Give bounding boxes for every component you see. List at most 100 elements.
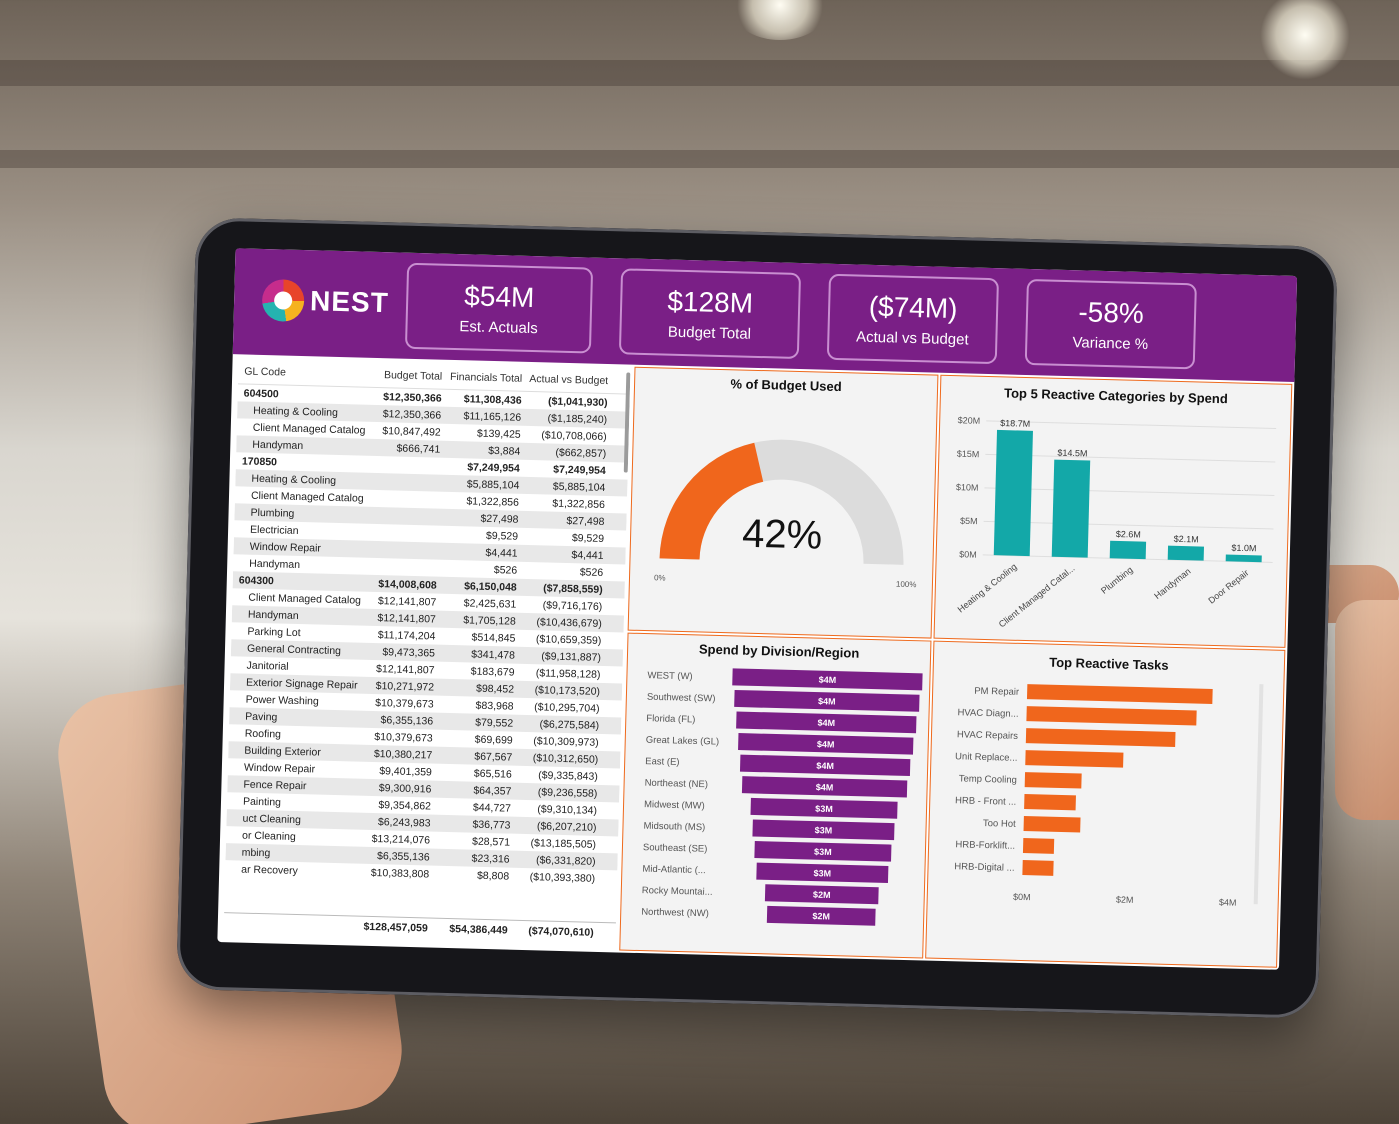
column-header-gl-code[interactable]: GL Code (244, 364, 287, 379)
financials-cell: $7,249,954 (467, 460, 520, 475)
region-data-label: $4M (816, 782, 834, 792)
actual-vs-budget-cell: $5,885,104 (552, 480, 606, 494)
x-tick-label: $0M (1013, 892, 1031, 902)
kpi-est-actuals[interactable]: $54M Est. Actuals (404, 262, 594, 354)
logo-text: NEST (309, 285, 390, 319)
financials-cell: $139,425 (476, 427, 521, 441)
region-label: Southeast (SE) (643, 842, 708, 855)
task-bar[interactable] (1024, 772, 1082, 789)
category-bar[interactable] (993, 429, 1033, 557)
task-bar[interactable] (1022, 860, 1054, 876)
kpi-value: $54M (463, 280, 535, 314)
financials-cell: $28,571 (471, 835, 511, 849)
region-bar[interactable] (734, 689, 920, 712)
region-label: Florida (FL) (646, 713, 695, 725)
gl-code-cell: Heating & Cooling (253, 404, 339, 419)
actual-vs-budget-cell: $7,249,954 (553, 463, 606, 477)
region-bar[interactable] (739, 754, 911, 777)
region-bar[interactable] (741, 776, 908, 798)
region-data-label: $3M (815, 804, 833, 814)
category-bar[interactable] (1051, 459, 1091, 558)
top-tasks-panel[interactable]: Top Reactive Tasks PM Repair HVAC Diagn..… (925, 640, 1286, 968)
actual-vs-budget-cell: ($10,295,704) (534, 700, 600, 715)
task-label: PM Repair (974, 686, 1019, 698)
budget-used-gauge-panel[interactable]: % of Budget Used 42% 0% 100% (627, 366, 939, 639)
column-header-budget-total[interactable]: Budget Total (383, 368, 443, 383)
financials-cell: $65,516 (473, 767, 512, 781)
kpi-variance-percent[interactable]: -58% Variance % (1024, 278, 1197, 370)
task-label: Temp Cooling (959, 773, 1017, 786)
actual-vs-budget-cell: ($10,659,359) (535, 632, 602, 647)
region-label: Mid-Atlantic (... (642, 864, 706, 877)
column-header-actual-vs-budget[interactable]: Actual vs Budget (529, 372, 609, 387)
gl-code-cell: Janitorial (246, 659, 289, 673)
task-bar[interactable] (1023, 816, 1081, 833)
bar-data-label: $18.7M (1000, 418, 1030, 429)
budget-cell: $13,214,076 (371, 832, 431, 847)
task-bar[interactable] (1025, 728, 1176, 747)
category-tick-label: Handyman (1152, 566, 1192, 601)
gl-code-cell: Client Managed Catalog (248, 591, 362, 607)
region-bar[interactable] (756, 862, 889, 884)
gl-code-cell: Parking Lot (247, 625, 301, 639)
task-label: Too Hot (983, 818, 1016, 830)
total-budget: $128,457,059 (363, 920, 428, 934)
gl-code-cell: Window Repair (243, 761, 316, 775)
gl-code-table[interactable]: GL Code Budget Total Financials Total Ac… (223, 358, 631, 948)
gauge-chart: 42% 0% 100% (654, 439, 917, 589)
region-bar[interactable] (750, 797, 898, 819)
budget-cell: $6,355,136 (376, 849, 430, 864)
kpi-actual-vs-budget[interactable]: ($74M) Actual vs Budget (826, 273, 999, 365)
region-label: Northeast (NE) (644, 778, 708, 791)
region-bar[interactable] (732, 668, 923, 691)
y-tick-label: $20M (958, 415, 981, 426)
actual-vs-budget-cell: ($6,331,820) (535, 853, 596, 868)
gl-code-cell: Client Managed Catalog (252, 421, 366, 437)
task-bar[interactable] (1026, 706, 1197, 726)
budget-cell: $11,174,204 (377, 628, 436, 643)
category-bar[interactable] (1109, 540, 1147, 560)
actual-vs-budget-cell: ($9,310,134) (537, 802, 598, 817)
financials-cell: $2,425,631 (463, 596, 517, 611)
division-region-panel[interactable]: Spend by Division/Region $4M WEST (W) $4M S… (619, 632, 932, 959)
region-bar[interactable] (752, 819, 895, 841)
budget-cell: $12,350,366 (382, 407, 442, 422)
region-bar[interactable] (766, 905, 876, 926)
top-categories-panel[interactable]: Top 5 Reactive Categories by Spend $0M $5… (933, 374, 1293, 648)
region-bar[interactable] (736, 711, 917, 734)
bar-data-label: $1.0M (1231, 543, 1256, 554)
gridline (984, 487, 1275, 497)
actual-vs-budget-cell: ($10,309,973) (533, 734, 599, 749)
y-tick-label: $15M (957, 449, 980, 460)
financials-cell: $514,845 (471, 631, 516, 645)
category-bar[interactable] (1225, 554, 1262, 563)
actual-vs-budget-cell: ($6,275,584) (539, 717, 600, 732)
budget-cell: $12,141,807 (375, 662, 435, 677)
task-bar[interactable] (1022, 838, 1055, 854)
region-bar[interactable] (754, 841, 892, 862)
region-bar[interactable] (738, 733, 914, 755)
region-label: East (E) (645, 756, 680, 768)
region-label: Rocky Mountai... (642, 885, 713, 898)
financials-cell: $79,552 (475, 716, 514, 730)
task-bar[interactable] (1025, 750, 1124, 768)
budget-cell: $9,401,359 (379, 764, 433, 779)
region-data-label: $3M (813, 868, 831, 878)
tasks-scrollbar[interactable] (1253, 684, 1264, 905)
financials-cell: $1,705,128 (463, 613, 516, 628)
total-financials: $54,386,449 (449, 922, 508, 937)
gl-code-cell: Roofing (244, 727, 282, 741)
gridline (983, 520, 1274, 530)
region-data-label: $4M (816, 761, 834, 771)
column-header-financials-total[interactable]: Financials Total (449, 370, 523, 385)
category-tick-label: Plumbing (1099, 565, 1135, 596)
financials-cell: $526 (493, 563, 518, 577)
actual-vs-budget-cell: ($9,335,843) (538, 768, 598, 783)
task-bar[interactable] (1026, 684, 1213, 704)
category-bar[interactable] (1167, 545, 1205, 561)
actual-vs-budget-cell: ($13,185,505) (530, 836, 597, 851)
task-bar[interactable] (1024, 794, 1076, 811)
region-bar[interactable] (764, 884, 879, 905)
kpi-budget-total[interactable]: $128M Budget Total (618, 268, 802, 360)
financials-cell: $36,773 (472, 818, 511, 832)
